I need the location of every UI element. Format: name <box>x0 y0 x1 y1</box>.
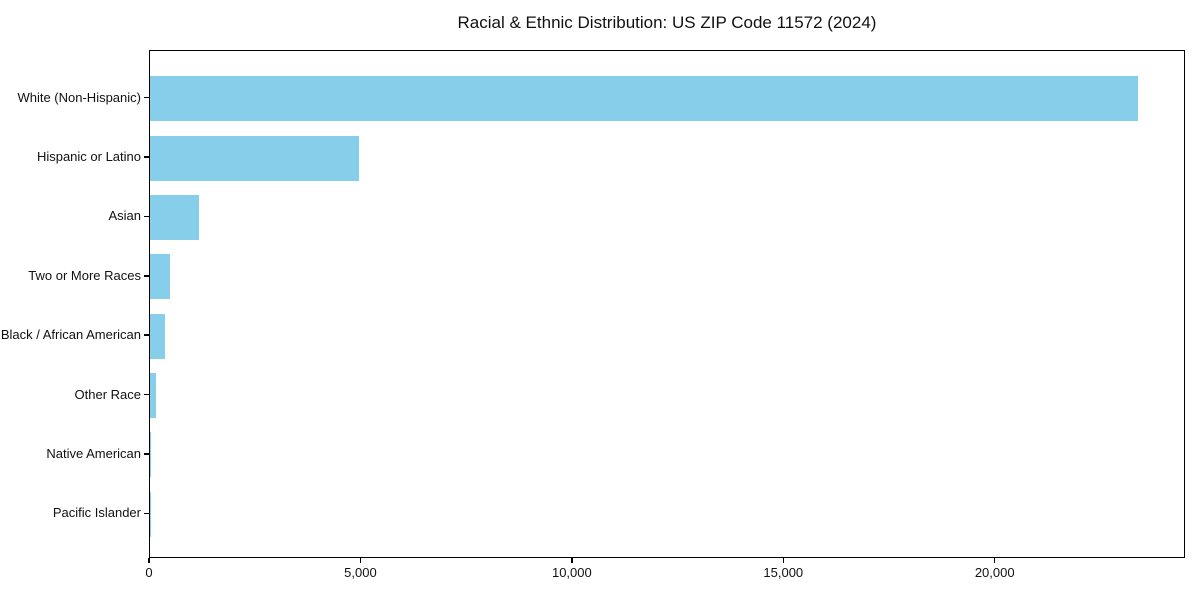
y-tick <box>144 96 149 99</box>
bar <box>150 313 166 359</box>
x-tick <box>994 558 996 563</box>
bar <box>150 135 360 181</box>
y-tick <box>144 393 149 396</box>
y-tick-label: Black / African American <box>0 327 141 343</box>
y-tick <box>144 215 149 218</box>
x-tick-label: 10,000 <box>551 565 592 580</box>
y-tick <box>144 453 149 455</box>
x-tick <box>148 558 150 563</box>
x-tick-label: 5,000 <box>344 565 377 580</box>
x-tick-label: 20,000 <box>974 565 1015 580</box>
x-tick <box>571 558 573 563</box>
y-tick-label: Native American <box>46 445 141 461</box>
y-axis-labels: White (Non-Hispanic) Hispanic or Latino As… <box>0 50 149 558</box>
y-tick <box>144 275 149 277</box>
y-tick <box>144 334 149 336</box>
bar <box>150 254 171 300</box>
bar <box>150 373 156 419</box>
bar <box>150 432 151 478</box>
x-tick <box>359 558 362 563</box>
y-tick-label: Two or More Races <box>28 267 141 283</box>
y-tick-label: White (Non-Hispanic) <box>17 89 141 105</box>
plot-area <box>149 50 1185 558</box>
y-tick-label: Other Race <box>74 386 141 402</box>
y-tick-label: Asian <box>108 208 141 224</box>
x-tick <box>782 558 784 563</box>
y-tick <box>144 512 149 514</box>
bar <box>150 76 1138 122</box>
x-tick-label: 0 <box>145 565 153 580</box>
chart-title: Racial & Ethnic Distribution: US ZIP Cod… <box>457 13 877 32</box>
x-tick-label: 15,000 <box>763 565 804 580</box>
bar <box>150 194 199 240</box>
y-tick-label: Pacific Islander <box>52 505 141 521</box>
y-tick-label: Hispanic or Latino <box>36 149 141 165</box>
y-tick <box>144 156 149 158</box>
